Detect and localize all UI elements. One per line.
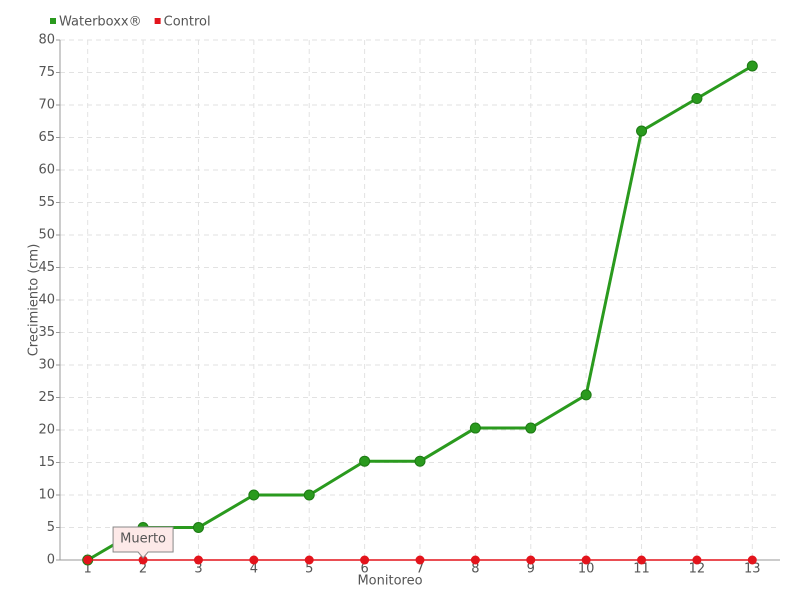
tooltip-box [112, 526, 174, 559]
x-tick-label: 8 [471, 562, 479, 577]
x-tick-label: 7 [416, 562, 424, 577]
data-point [83, 555, 93, 565]
y-tick-label: 25 [38, 390, 55, 405]
y-tick-label: 60 [38, 163, 55, 178]
legend-swatch [50, 18, 56, 24]
x-tick-label: 6 [360, 562, 368, 577]
data-point [415, 555, 425, 565]
x-tick-label: 9 [527, 562, 535, 577]
x-tick-label: 2 [139, 562, 147, 577]
y-tick-label: 20 [38, 423, 55, 438]
data-point [637, 555, 647, 565]
y-tick-label: 55 [38, 195, 55, 210]
x-tick-label: 11 [633, 562, 650, 577]
data-point [692, 555, 702, 565]
data-point [193, 555, 203, 565]
y-tick-label: 10 [38, 488, 55, 503]
data-point [580, 389, 592, 401]
y-tick-label: 40 [38, 293, 55, 308]
data-point [249, 555, 259, 565]
legend-label: Control [164, 15, 211, 30]
y-tick-label: 15 [38, 455, 55, 470]
y-tick-label: 70 [38, 98, 55, 113]
data-point [526, 555, 536, 565]
x-tick-label: 12 [689, 562, 706, 577]
y-tick-label: 45 [38, 260, 55, 275]
legend-label: Waterboxx® [59, 15, 142, 30]
data-point [747, 555, 757, 565]
x-tick-label: 3 [194, 562, 202, 577]
y-tick-label: 35 [38, 325, 55, 340]
y-tick-label: 65 [38, 130, 55, 145]
data-point [581, 555, 591, 565]
data-point [304, 555, 314, 565]
data-point [303, 489, 315, 501]
legend-swatch [154, 18, 161, 24]
y-tick-label: 30 [38, 358, 55, 373]
data-point [360, 555, 370, 565]
data-point [636, 125, 648, 137]
x-tick-label: 10 [578, 562, 595, 577]
y-tick-label: 5 [47, 520, 55, 535]
x-axis-label: Monitoreo [357, 574, 422, 589]
x-tick-label: 4 [250, 562, 258, 577]
data-point [359, 455, 371, 467]
y-tick-label: 80 [38, 33, 55, 48]
y-axis-label: Crecimiento (cm) [27, 244, 42, 357]
data-point [248, 489, 260, 501]
tooltip-text: Muerto [120, 532, 166, 547]
data-point [691, 93, 703, 104]
data-point [525, 422, 537, 434]
data-point [470, 555, 480, 565]
y-tick-label: 50 [38, 228, 55, 243]
x-tick-label: 13 [744, 562, 761, 577]
data-point [414, 455, 426, 467]
x-tick-label: 5 [305, 562, 313, 577]
data-point [746, 60, 758, 72]
x-tick-label: 1 [84, 562, 92, 577]
y-tick-label: 75 [38, 65, 55, 80]
data-point [192, 522, 204, 533]
y-tick-label: 0 [47, 553, 55, 568]
data-point [469, 422, 481, 434]
